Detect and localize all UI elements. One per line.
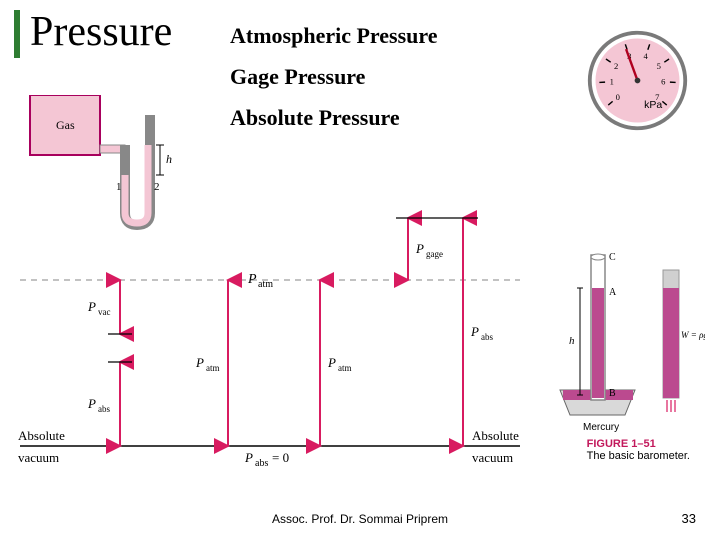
svg-text:P: P — [87, 396, 96, 411]
svg-text:gage: gage — [426, 249, 443, 259]
page-number: 33 — [682, 511, 696, 526]
weight-arrows — [667, 400, 675, 412]
weight-label: W = ρghA — [681, 330, 705, 340]
title-accent — [14, 10, 20, 58]
pressure-gauge: 01234567 kPa — [585, 28, 690, 133]
svg-text:2: 2 — [614, 61, 618, 71]
subhead-group: Atmospheric Pressure Gage Pressure Absol… — [230, 18, 438, 142]
svg-text:5: 5 — [657, 61, 661, 71]
subhead-atm: Atmospheric Pressure — [230, 18, 438, 53]
svg-text:P: P — [87, 299, 96, 314]
pressure-relations-diagram: PatmPabs = 0PvacPabsPatmPatmPgagePabsAbs… — [10, 200, 540, 480]
figure-caption: FIGURE 1–51 The basic barometer. — [587, 438, 690, 462]
svg-text:P: P — [195, 355, 204, 370]
svg-text:vacuum: vacuum — [472, 450, 513, 465]
subhead-gage: Gage Pressure — [230, 59, 438, 94]
label-b: B — [609, 388, 616, 399]
svg-text:Absolute: Absolute — [18, 428, 65, 443]
svg-text:P: P — [470, 324, 479, 339]
tube-mercury — [592, 288, 604, 398]
svg-text:vacuum: vacuum — [18, 450, 59, 465]
label-h: h — [569, 335, 575, 347]
svg-text:P: P — [244, 450, 253, 465]
h-label: h — [166, 152, 172, 166]
svg-text:4: 4 — [644, 51, 649, 61]
svg-text:P: P — [415, 241, 424, 256]
label-c: C — [609, 252, 616, 263]
svg-text:P: P — [247, 272, 257, 287]
svg-text:abs: abs — [255, 458, 268, 469]
gas-label: Gas — [56, 118, 75, 132]
svg-text:= 0: = 0 — [272, 450, 289, 465]
page-title: Pressure — [30, 8, 172, 56]
gauge-unit: kPa — [644, 99, 662, 111]
label-mercury: Mercury — [583, 422, 619, 433]
point-2: 2 — [154, 181, 160, 193]
svg-text:abs: abs — [98, 404, 110, 414]
label-a: A — [609, 287, 617, 298]
svg-text:atm: atm — [206, 363, 220, 373]
figure-caption-text: The basic barometer. — [587, 450, 690, 462]
subhead-abs: Absolute Pressure — [230, 100, 438, 135]
svg-text:atm: atm — [258, 279, 273, 290]
figure-number: FIGURE 1–51 — [587, 438, 656, 450]
footer-credit: Assoc. Prof. Dr. Sommai Priprem — [0, 512, 720, 526]
svg-text:6: 6 — [661, 77, 666, 87]
svg-text:1: 1 — [610, 77, 614, 87]
barometer-figure: C h A B Mercury W = ρghA — [545, 240, 705, 440]
svg-text:0: 0 — [616, 92, 620, 102]
svg-text:vac: vac — [98, 307, 111, 317]
svg-text:P: P — [327, 355, 336, 370]
svg-text:atm: atm — [338, 363, 352, 373]
point-1: 1 — [116, 181, 122, 193]
svg-text:Absolute: Absolute — [472, 428, 519, 443]
svg-text:abs: abs — [481, 332, 493, 342]
